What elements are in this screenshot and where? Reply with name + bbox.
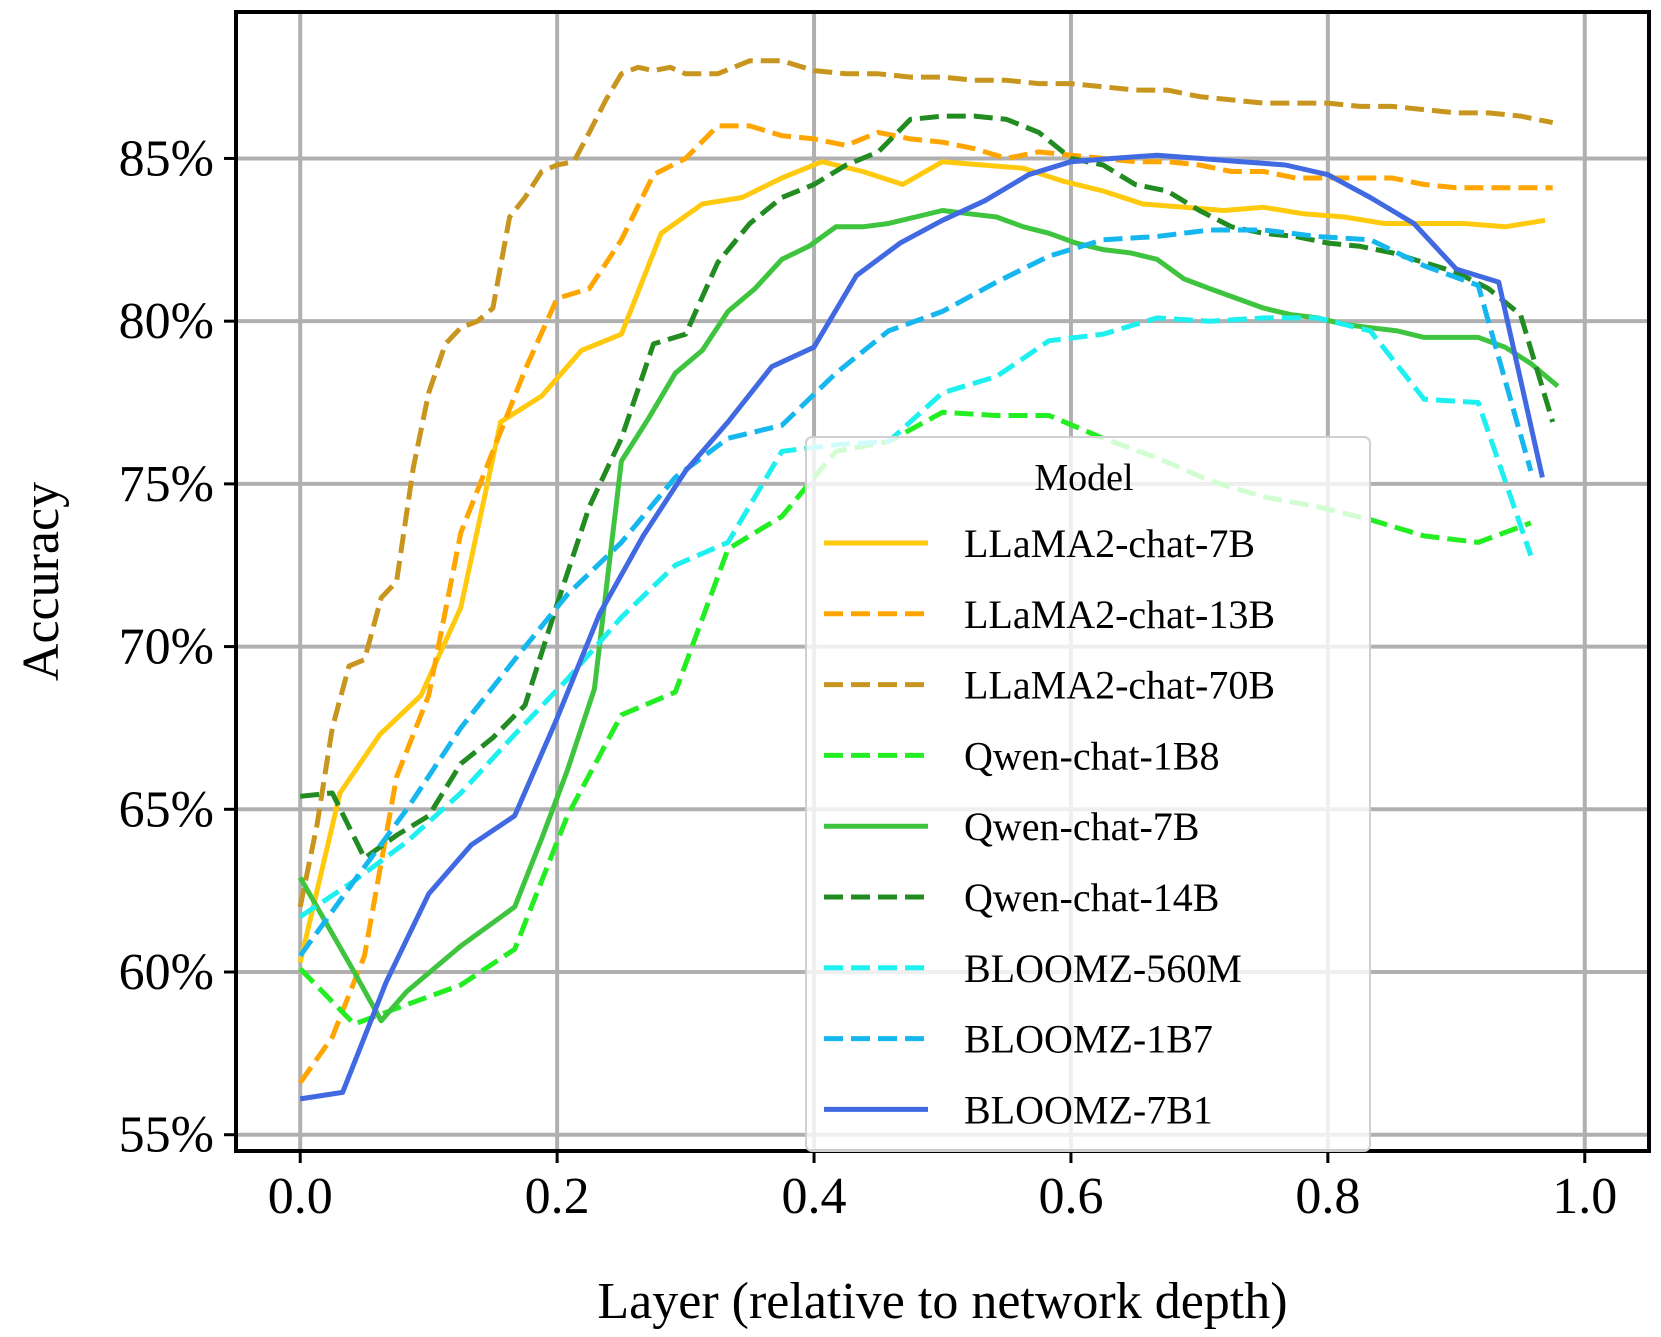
legend-label: BLOOMZ-560M: [964, 946, 1242, 991]
y-tick-label: 85%: [119, 130, 214, 187]
legend-label: BLOOMZ-7B1: [964, 1087, 1213, 1132]
x-tick-label: 0.2: [525, 1168, 590, 1225]
y-tick-label: 80%: [119, 293, 214, 350]
legend: Model LLaMA2-chat-7BLLaMA2-chat-13BLLaMA…: [805, 436, 1371, 1152]
legend-label: LLaMA2-chat-13B: [964, 592, 1275, 637]
x-tick-label: 0.4: [782, 1168, 847, 1225]
y-tick-label: 75%: [119, 456, 214, 513]
legend-box: [805, 436, 1371, 1152]
x-tick-label: 1.0: [1552, 1168, 1617, 1225]
series-line: [298, 208, 1560, 1024]
series-line: [298, 227, 1534, 958]
legend-items: LLaMA2-chat-7B LLaMA2-chat-13B LLaMA2-chat…: [824, 521, 1275, 1132]
y-tick-label: 60%: [119, 944, 214, 1001]
y-tick-label: 55%: [119, 1107, 214, 1164]
x-tick-label: 0.6: [1038, 1168, 1103, 1225]
series-line: [297, 58, 1554, 908]
y-tick-label: 65%: [119, 781, 214, 838]
x-axis-ticks: 0.0 0.2 0.4 0.6 0.8 1.0: [268, 1151, 1617, 1225]
legend-label: Qwen-chat-1B8: [964, 733, 1219, 778]
series-line: [299, 113, 1556, 861]
x-axis-label: Layer (relative to network depth): [597, 1273, 1287, 1330]
series-lines: [297, 58, 1560, 1102]
series-line: [299, 152, 1545, 1102]
legend-title: Model: [1034, 457, 1133, 499]
y-axis-label: Accuracy: [13, 482, 70, 681]
legend-label: Qwen-chat-7B: [964, 804, 1199, 849]
series-line: [298, 315, 1534, 919]
series-line: [298, 123, 1553, 1085]
y-tick-label: 70%: [119, 619, 214, 676]
legend-label: Qwen-chat-14B: [964, 875, 1219, 920]
legend-label: LLaMA2-chat-7B: [964, 521, 1255, 566]
legend-label: BLOOMZ-1B7: [964, 1017, 1213, 1062]
legend-label: LLaMA2-chat-70B: [964, 663, 1275, 708]
y-axis-ticks: 55% 60% 65% 70% 75% 80% 85%: [119, 130, 236, 1164]
x-tick-label: 0.0: [268, 1168, 333, 1225]
x-tick-label: 0.8: [1295, 1168, 1360, 1225]
